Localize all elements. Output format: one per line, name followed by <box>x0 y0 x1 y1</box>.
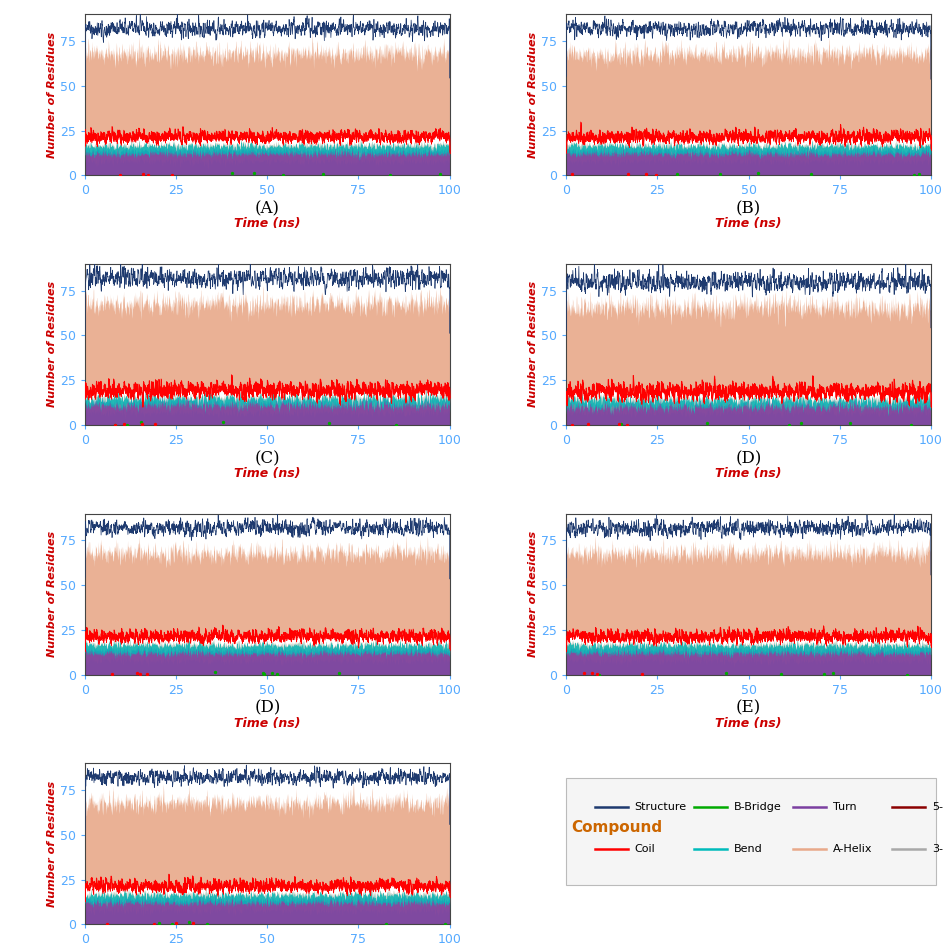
Point <box>255 665 270 681</box>
Point <box>589 666 604 682</box>
Point <box>135 166 150 181</box>
Point <box>257 666 272 682</box>
Point <box>613 416 628 431</box>
Point <box>264 665 279 681</box>
Text: (C): (C) <box>254 450 279 467</box>
Point <box>899 667 914 683</box>
Text: Time (ns): Time (ns) <box>715 217 781 230</box>
Point <box>700 415 715 430</box>
Point <box>322 415 337 430</box>
Text: 5-Helix: 5-Helix <box>931 802 944 811</box>
Text: Time (ns): Time (ns) <box>234 717 300 730</box>
Point <box>147 416 162 431</box>
Point <box>120 417 135 432</box>
Y-axis label: Number of Residues: Number of Residues <box>47 781 58 907</box>
Point <box>314 166 329 181</box>
Point <box>611 416 626 431</box>
Point <box>224 165 239 180</box>
Point <box>269 666 284 682</box>
Point <box>246 165 261 180</box>
Text: (D): (D) <box>734 450 761 467</box>
Point <box>618 417 633 432</box>
Point <box>637 167 652 182</box>
Point <box>437 916 452 931</box>
Point <box>902 417 918 432</box>
Point <box>565 417 580 432</box>
Point <box>331 665 346 680</box>
Point <box>634 666 649 682</box>
Point <box>140 666 155 682</box>
Point <box>825 665 840 681</box>
Text: (A): (A) <box>255 200 279 217</box>
Point <box>781 417 796 432</box>
Point <box>620 166 635 181</box>
Point <box>168 915 183 930</box>
Point <box>905 167 920 182</box>
Point <box>668 166 683 181</box>
Point <box>583 665 598 681</box>
Y-axis label: Number of Residues: Number of Residues <box>528 531 538 657</box>
Y-axis label: Number of Residues: Number of Residues <box>528 282 538 408</box>
Point <box>146 917 161 932</box>
Point <box>134 416 149 431</box>
Point <box>712 167 727 182</box>
Text: Time (ns): Time (ns) <box>234 466 300 480</box>
Point <box>208 665 223 680</box>
Text: A-Helix: A-Helix <box>832 844 871 853</box>
Text: Turn: Turn <box>832 802 855 811</box>
Text: 3-Helix: 3-Helix <box>931 844 944 853</box>
Text: Time (ns): Time (ns) <box>715 717 781 730</box>
Point <box>215 414 230 429</box>
Text: Coil: Coil <box>633 844 654 853</box>
Text: Bend: Bend <box>733 844 762 853</box>
Y-axis label: Number of Residues: Number of Residues <box>47 531 58 657</box>
Point <box>388 417 403 432</box>
Point <box>565 167 580 182</box>
Point <box>181 914 196 929</box>
Point <box>431 167 447 182</box>
Point <box>379 916 394 931</box>
Y-axis label: Number of Residues: Number of Residues <box>47 31 58 157</box>
Point <box>185 915 200 930</box>
Y-axis label: Number of Residues: Number of Residues <box>47 282 58 408</box>
Point <box>132 666 147 682</box>
Point <box>816 666 831 682</box>
Text: (D): (D) <box>254 700 280 717</box>
Text: Time (ns): Time (ns) <box>234 217 300 230</box>
Y-axis label: Number of Residues: Number of Residues <box>528 31 538 157</box>
Point <box>112 167 127 182</box>
Text: Compound: Compound <box>570 820 662 835</box>
Text: Structure: Structure <box>633 802 685 811</box>
Point <box>151 916 166 931</box>
Point <box>911 166 926 181</box>
Point <box>576 665 591 681</box>
Point <box>802 167 818 182</box>
Point <box>792 415 807 430</box>
Point <box>134 415 149 430</box>
Point <box>581 416 596 431</box>
Point <box>105 666 120 682</box>
Point <box>842 415 857 430</box>
Point <box>164 917 179 932</box>
Point <box>276 168 291 183</box>
Text: (B): (B) <box>735 200 760 217</box>
Point <box>108 417 123 432</box>
Point <box>116 416 131 431</box>
Text: (E): (E) <box>735 700 760 717</box>
Point <box>199 917 214 932</box>
Point <box>107 417 122 432</box>
Point <box>648 168 663 183</box>
Point <box>164 167 179 182</box>
Text: B-Bridge: B-Bridge <box>733 802 781 811</box>
Point <box>141 167 156 182</box>
Point <box>99 917 114 932</box>
Point <box>591 667 606 683</box>
Point <box>382 167 397 182</box>
Point <box>717 665 733 681</box>
Text: Time (ns): Time (ns) <box>715 466 781 480</box>
Point <box>773 666 788 682</box>
Point <box>750 166 765 181</box>
Point <box>129 665 144 681</box>
